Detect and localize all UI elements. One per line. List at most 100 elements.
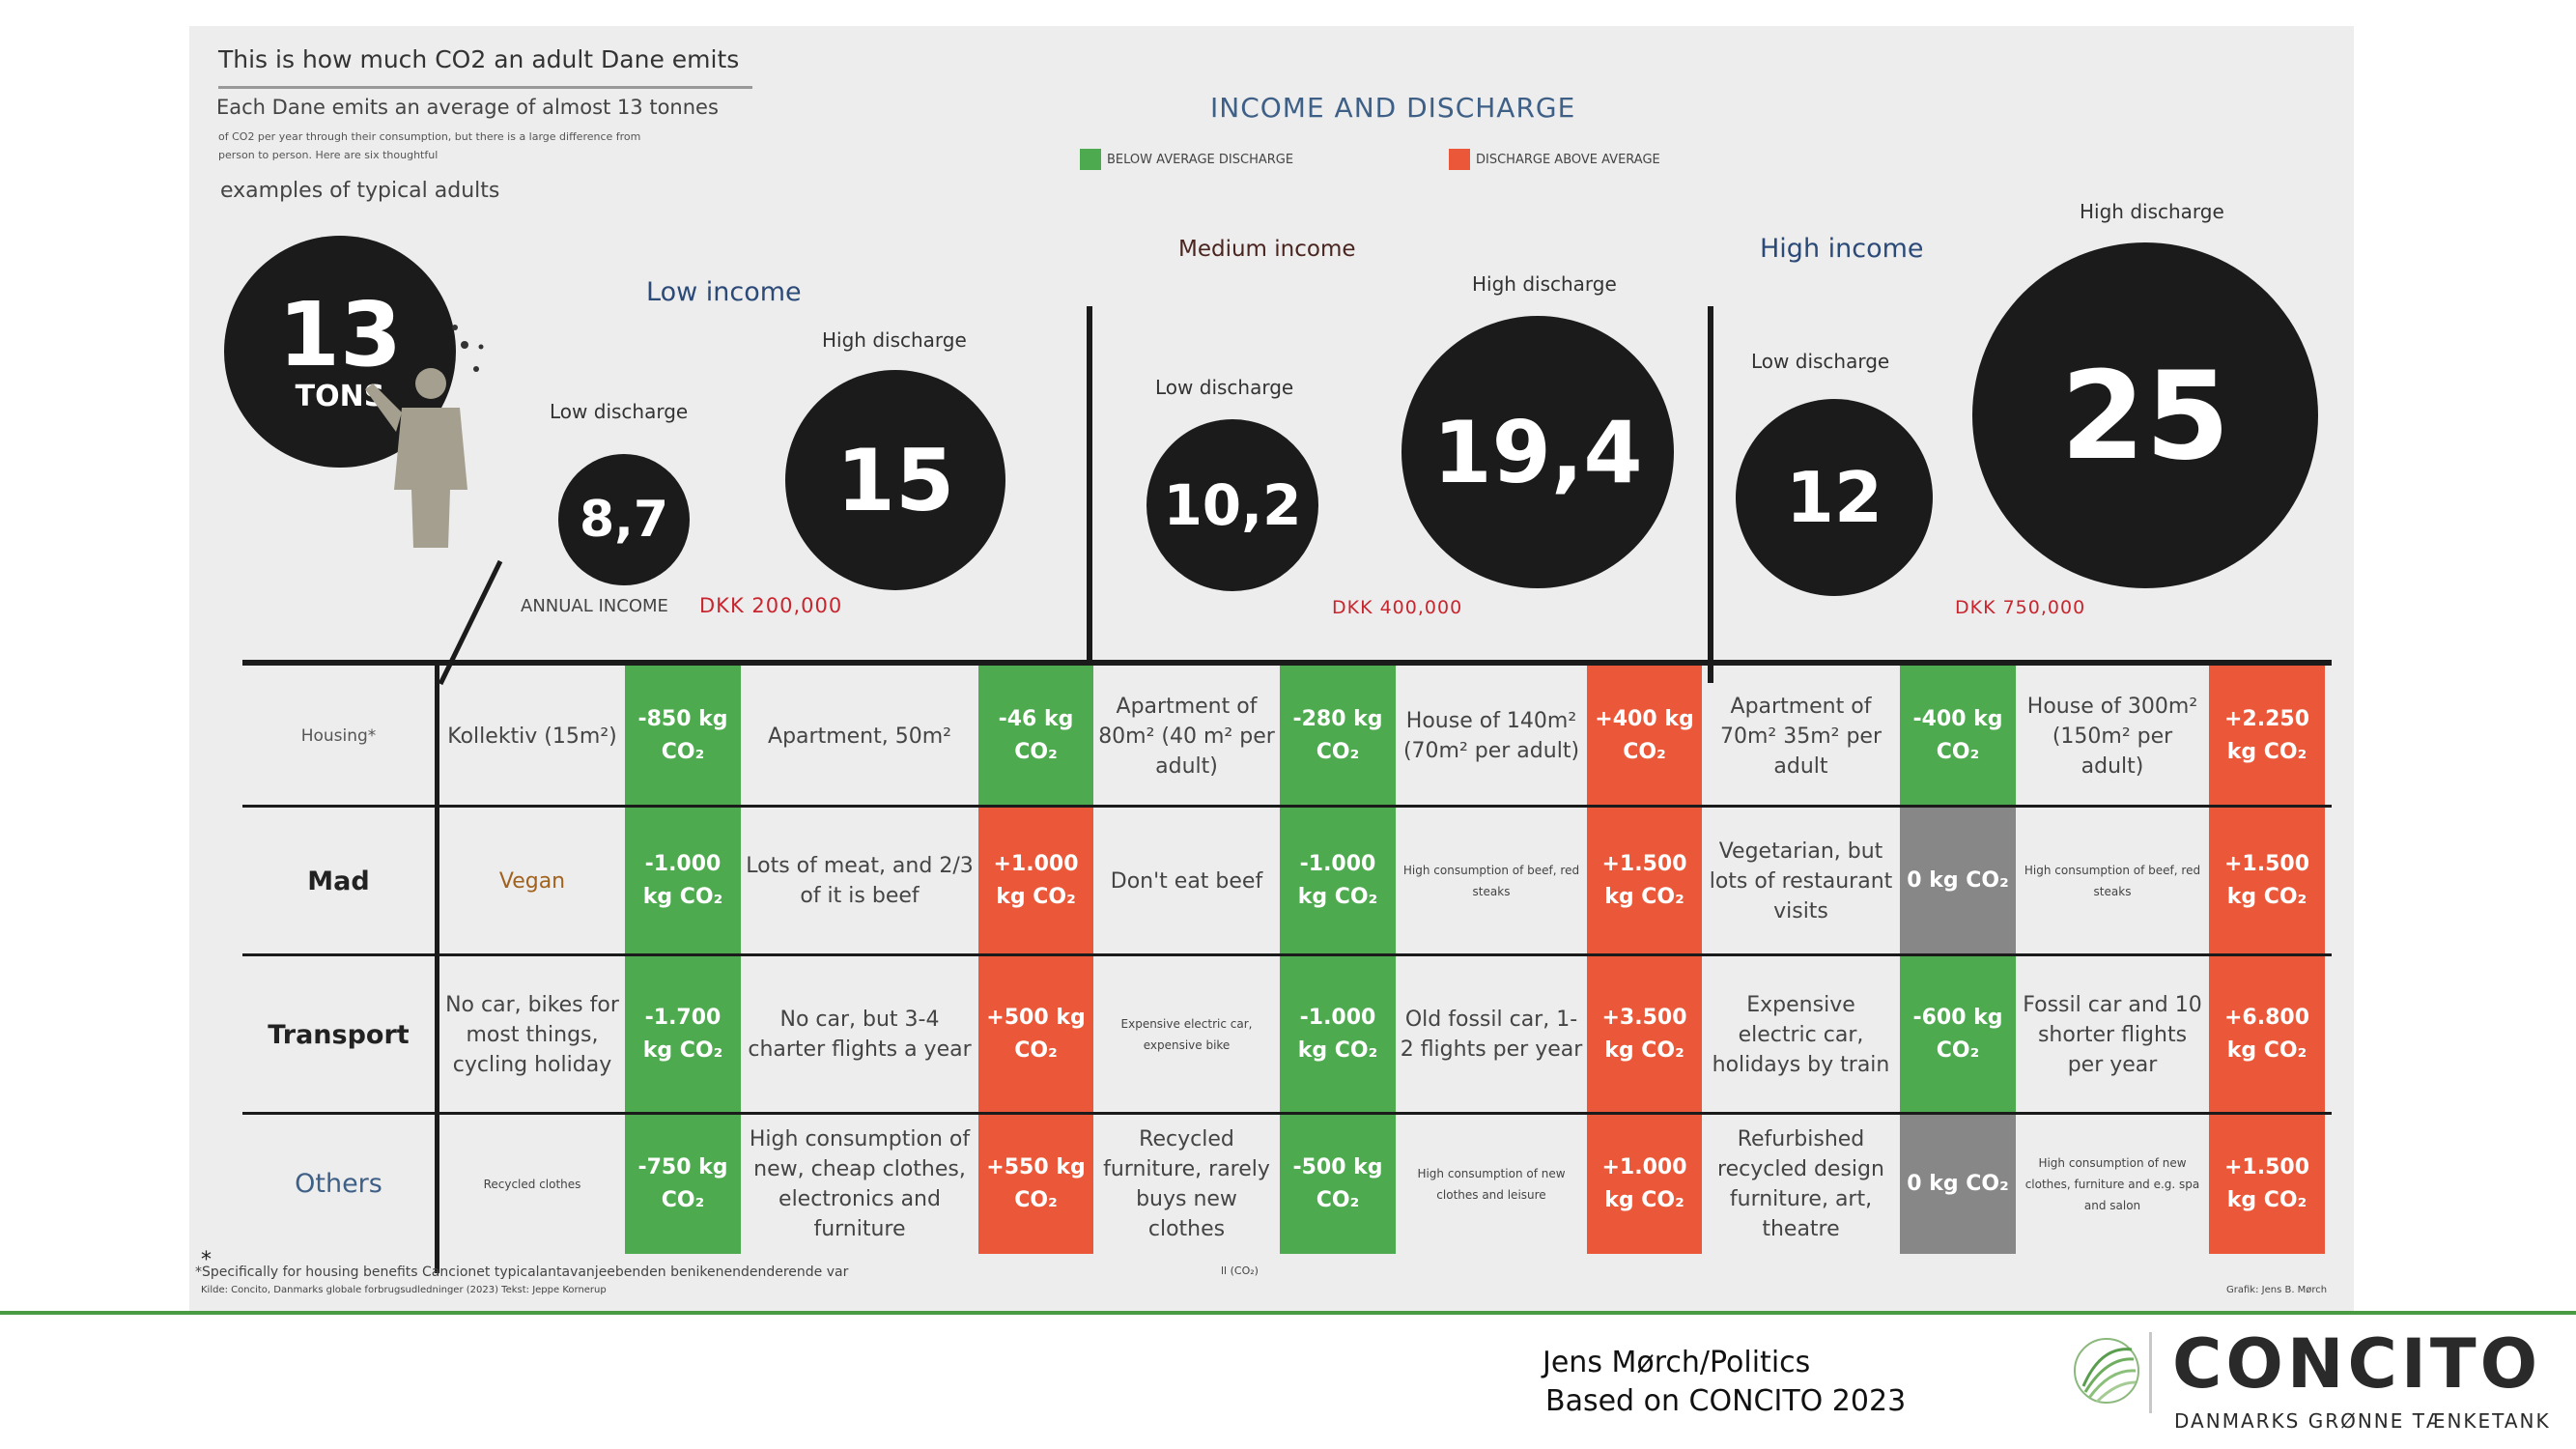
table-cell-description: Kollektiv (15m²) — [447, 724, 617, 749]
table-cell-description: Don't eat beef — [1110, 868, 1263, 894]
examples-text: examples of typical adults — [220, 179, 500, 203]
footnote-text: *Specifically for housing benefits Canci… — [195, 1264, 849, 1280]
author-credit: Jens Mørch/Politics — [1543, 1346, 1811, 1379]
table-cell-description: Recycled furniture, rarely buys new clot… — [1103, 1126, 1270, 1241]
logo-wordmark: CONCITO — [2172, 1324, 2542, 1404]
average-unit: TONS — [295, 379, 385, 413]
high-income-high-discharge-label: High discharge — [2080, 200, 2224, 223]
infographic-title: This is how much CO2 an adult Dane emits — [218, 45, 740, 73]
table-cell-description: High consumption of beef, red steaks — [1402, 864, 1580, 898]
high-income-high-value: 25 — [2060, 344, 2230, 487]
table-cell-value: +1.500 kg CO₂ — [2209, 807, 2325, 955]
high-income-high-circle: 25 — [1972, 242, 2318, 588]
table-cell-value: +1.500 kg CO₂ — [1587, 807, 1702, 955]
high-income-low-discharge-label: Low discharge — [1751, 350, 1890, 373]
table-cell-value: +550 kg CO₂ — [978, 1114, 1093, 1254]
table-cell-description: Lots of meat, and 2/3 of it is beef — [746, 854, 974, 908]
table-cell-description: Expensive electric car, holidays by trai… — [1712, 992, 1890, 1077]
table-cell-value: 0 kg CO₂ — [1900, 1114, 2016, 1254]
low-income-high-circle: 15 — [785, 370, 1005, 590]
table-cell-description: Expensive electric car, expensive bike — [1120, 1017, 1253, 1052]
table-cell-description: High consumption of new, cheap clothes, … — [749, 1126, 971, 1241]
low-income-low-value: 8,7 — [579, 491, 669, 549]
table-cell-value: +1.000 kg CO₂ — [1587, 1114, 1702, 1254]
row-label-mad: Mad — [307, 866, 370, 896]
table-cell-value: -1.000 kg CO₂ — [625, 807, 741, 955]
footnote-star: * — [201, 1248, 212, 1272]
footer-line — [0, 1311, 2576, 1315]
annual-income-label: ANNUAL INCOME — [521, 596, 668, 616]
table-cell-value: +3.500 kg CO₂ — [1587, 955, 1702, 1114]
table-cell-value: +1.000 kg CO₂ — [978, 807, 1093, 955]
average-value: 13 — [277, 282, 403, 386]
high-income-low-circle: 12 — [1736, 399, 1933, 596]
table-cell-value: +6.800 kg CO₂ — [2209, 955, 2325, 1114]
table-cell-value: 0 kg CO₂ — [1900, 807, 2016, 955]
table-cell-description: No car, but 3-4 charter flights a year — [748, 1008, 972, 1062]
table-cell-description: Recycled clothes — [483, 1177, 581, 1191]
table-cell-value: +500 kg CO₂ — [978, 955, 1093, 1114]
table-cell-description: No car, bikes for most things, cycling h… — [445, 992, 619, 1077]
medium-income-high-circle: 19,4 — [1401, 316, 1674, 588]
row-label-transport: Transport — [268, 1019, 410, 1050]
low-income-low-circle: 8,7 — [558, 454, 690, 585]
medium-income-high-value: 19,4 — [1432, 402, 1643, 502]
table-cell-description: Apartment of 70m² 35m² per adult — [1719, 694, 1882, 779]
medium-income-low-value: 10,2 — [1163, 472, 1302, 538]
table-cell-value: -400 kg CO₂ — [1900, 666, 2016, 807]
table-cell-value: -46 kg CO₂ — [978, 666, 1093, 807]
table-cell-value: +400 kg CO₂ — [1587, 666, 1702, 807]
table-row-divider — [242, 1112, 2332, 1115]
medium-income-low-circle: 10,2 — [1146, 419, 1318, 591]
row-label-housing: Housing* — [300, 726, 377, 746]
table-cell-description: Apartment, 50m² — [768, 724, 951, 749]
logo-divider — [2149, 1332, 2152, 1413]
table-cell-description: Fossil car and 10 shorter flights per ye… — [2023, 992, 2202, 1077]
medium-group-divider — [1087, 306, 1092, 683]
table-cell-value: -600 kg CO₂ — [1900, 955, 2016, 1114]
legend-below-label: BELOW AVERAGE DISCHARGE — [1107, 153, 1294, 167]
unit-note: ll (CO₂) — [1221, 1264, 1259, 1277]
table-cell-value: -500 kg CO₂ — [1280, 1114, 1396, 1254]
table-cell-description: House of 140m² (70m² per adult) — [1402, 709, 1580, 763]
table-cell-description: High consumption of beef, red steaks — [2024, 864, 2201, 898]
medium-income-high-discharge-label: High discharge — [1472, 272, 1617, 296]
low-income-low-discharge-label: Low discharge — [550, 400, 689, 423]
medium-income-dkk: DKK 400,000 — [1332, 597, 1463, 618]
concito-leaf-icon — [2074, 1338, 2139, 1404]
table-row-divider — [242, 953, 2332, 956]
table-cell-description: Apartment of 80m² (40 m² per adult) — [1098, 694, 1275, 779]
high-income-low-value: 12 — [1785, 457, 1883, 538]
infographic-subtitle: Each Dane emits an average of almost 13 … — [216, 96, 719, 119]
low-income-high-discharge-label: High discharge — [822, 328, 967, 352]
low-income-label: Low income — [646, 277, 802, 307]
legend-above-label: DISCHARGE ABOVE AVERAGE — [1476, 153, 1660, 167]
high-group-divider — [1708, 306, 1713, 683]
table-cell-description: High consumption of new clothes, furnitu… — [2024, 1155, 2200, 1212]
table-cell-value: -750 kg CO₂ — [625, 1114, 741, 1254]
table-label-divider — [435, 660, 439, 1273]
person-figure-icon — [365, 325, 484, 548]
high-income-label: High income — [1760, 234, 1924, 264]
chart-heading: INCOME AND DISCHARGE — [1210, 92, 1576, 124]
legend-below-swatch — [1080, 149, 1101, 170]
table-cell-value: +2.250 kg CO₂ — [2209, 666, 2325, 807]
infographic-panel: This is how much CO2 an adult Dane emits… — [189, 26, 2354, 1314]
table-cell-description: House of 300m² (150m² per adult) — [2026, 694, 2198, 779]
row-label-others: Others — [295, 1169, 382, 1199]
table-cell-description: High consumption of new clothes and leis… — [1417, 1166, 1566, 1202]
low-income-high-value: 15 — [835, 430, 955, 530]
logo-tagline: DANMARKS GRØNNE TÆNKETANK — [2174, 1409, 2551, 1433]
medium-income-label: Medium income — [1178, 237, 1356, 262]
low-income-dkk: DKK 200,000 — [699, 594, 843, 617]
table-cell-description: Old fossil car, 1-2 flights per year — [1400, 1008, 1583, 1062]
table-cell-value: +1.500 kg CO₂ — [2209, 1114, 2325, 1254]
table-cell-value: -1.700 kg CO₂ — [625, 955, 741, 1114]
table-cell-value: -850 kg CO₂ — [625, 666, 741, 807]
table-cell-value: -1.000 kg CO₂ — [1280, 955, 1396, 1114]
source-credit: Based on CONCITO 2023 — [1545, 1384, 1907, 1418]
average-circle: 13 TONS — [224, 236, 456, 468]
source-line: Kilde: Concito, Danmarks globale forbrug… — [201, 1285, 607, 1295]
table-cell-value: -1.000 kg CO₂ — [1280, 807, 1396, 955]
high-income-dkk: DKK 750,000 — [1955, 597, 2086, 618]
